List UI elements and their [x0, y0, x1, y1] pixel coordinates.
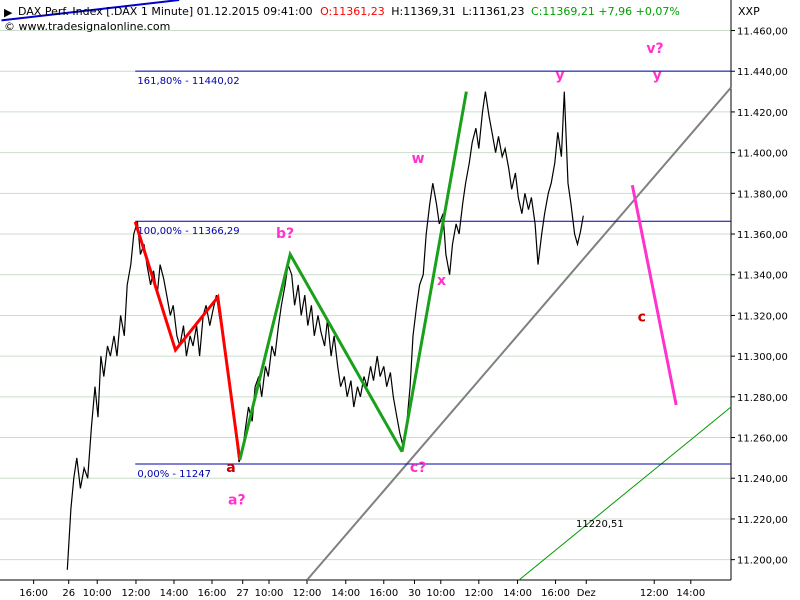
x-tick-label: 16:00 [198, 588, 227, 599]
x-tick-label: 26 [62, 588, 75, 599]
x-tick-label: 16:00 [19, 588, 48, 599]
trendline-gray[interactable] [306, 86, 732, 581]
x-tick-label: 14:00 [676, 588, 705, 599]
price-series-group [66, 91, 584, 570]
wave-label: a? [228, 493, 246, 509]
x-tick-label: 12:00 [464, 588, 493, 599]
wave-label: c? [410, 460, 426, 476]
trendline-blue_top[interactable] [1, 0, 180, 22]
wave-label: a [226, 460, 235, 476]
fib-level-label: 0,00% - 11247 [137, 469, 211, 480]
header-instrument: DAX Perf. Index [.DAX 1 Minute] 01.12.20… [18, 5, 313, 18]
wave-label: b? [276, 226, 294, 242]
wave-label: w [412, 151, 425, 167]
y-tick-label: 11.340,00 [737, 271, 788, 282]
y-tick-label: 11.200,00 [737, 556, 788, 567]
header-low: L:11361,23 [462, 5, 524, 18]
x-tick-label: 16:00 [541, 588, 570, 599]
x-tick-label: 12:00 [122, 588, 151, 599]
wave-label: v? [646, 41, 663, 57]
fib-level-label: 161,80% - 11440,02 [137, 76, 239, 87]
y-axis: 11.460,00 11.440,00 11.420,00 11.400,00 11.3… [731, 27, 788, 567]
y-tick-label: 11.400,00 [737, 149, 788, 160]
wave-label: x [437, 273, 446, 289]
x-tick-label: 30 [408, 588, 421, 599]
y-tick-label: 11.460,00 [737, 27, 788, 38]
annotation-label: 11220,51 [576, 519, 624, 530]
x-tick-label: 16:00 [369, 588, 398, 599]
axis-symbol: XXP [738, 5, 760, 18]
x-tick-label: 12:00 [293, 588, 322, 599]
fib-level-label: 100,00% - 11366,29 [137, 226, 239, 237]
x-tick-label: Dez [577, 588, 596, 599]
header-website: © www.tradesignalonline.com [4, 20, 170, 33]
wave-label: y [653, 67, 662, 83]
y-tick-label: 11.320,00 [737, 311, 788, 322]
red-wave[interactable] [133, 221, 242, 461]
x-tick-label: 27 [236, 588, 249, 599]
x-tick-label: 10:00 [426, 588, 455, 599]
x-tick-label: 14:00 [503, 588, 532, 599]
x-axis: 16:00 26 10:00 12:00 14:00 16:00 27 10:00 12:00 1… [19, 580, 705, 599]
y-tick-label: 11.360,00 [737, 230, 788, 241]
y-tick-label: 11.260,00 [737, 434, 788, 445]
x-tick-label: 10:00 [83, 588, 112, 599]
fibonacci-levels[interactable]: 161,80% - 11440,02 100,00% - 11366,29 0,00… [135, 70, 731, 480]
y-tick-label: 11.280,00 [737, 393, 788, 404]
green-wave-1[interactable] [400, 91, 468, 453]
svg-text:DAX Perf. Index [.DAX 1 Minut: DAX Perf. Index [.DAX 1 Minute] 01.12.20… [18, 5, 680, 18]
green-wave-0[interactable] [238, 250, 404, 461]
wave-labels: a a? b? w x c? y v? y c 11220,51 [226, 41, 663, 530]
y-tick-label: 11.240,00 [737, 474, 788, 485]
trendlines[interactable] [1, 0, 732, 581]
chart-header: ▶ DAX Perf. Index [.DAX 1 Minute] 01.12.… [4, 5, 760, 33]
wave-label: y [555, 67, 564, 83]
header-open: O:11361,23 [320, 5, 385, 18]
wave-label: c [638, 310, 646, 326]
trendline-thin_green[interactable] [518, 406, 732, 581]
plot-frame [0, 0, 732, 581]
price-series [66, 91, 584, 570]
y-tick-label: 11.300,00 [737, 352, 788, 363]
header-arrow-icon[interactable]: ▶ [4, 6, 13, 19]
y-tick-label: 11.220,00 [737, 515, 788, 526]
header-close: C:11369,21 +7,96 +0,07% [531, 5, 680, 18]
header-high: H:11369,31 [391, 5, 455, 18]
elliott-waves[interactable] [133, 91, 678, 461]
y-tick-label: 11.440,00 [737, 67, 788, 78]
x-tick-label: 14:00 [331, 588, 360, 599]
magenta-projection[interactable] [630, 184, 678, 406]
chart-grid [0, 30, 731, 561]
y-tick-label: 11.420,00 [737, 108, 788, 119]
y-tick-label: 11.380,00 [737, 189, 788, 200]
x-tick-label: 14:00 [160, 588, 189, 599]
x-tick-label: 12:00 [640, 588, 669, 599]
x-tick-label: 10:00 [255, 588, 284, 599]
